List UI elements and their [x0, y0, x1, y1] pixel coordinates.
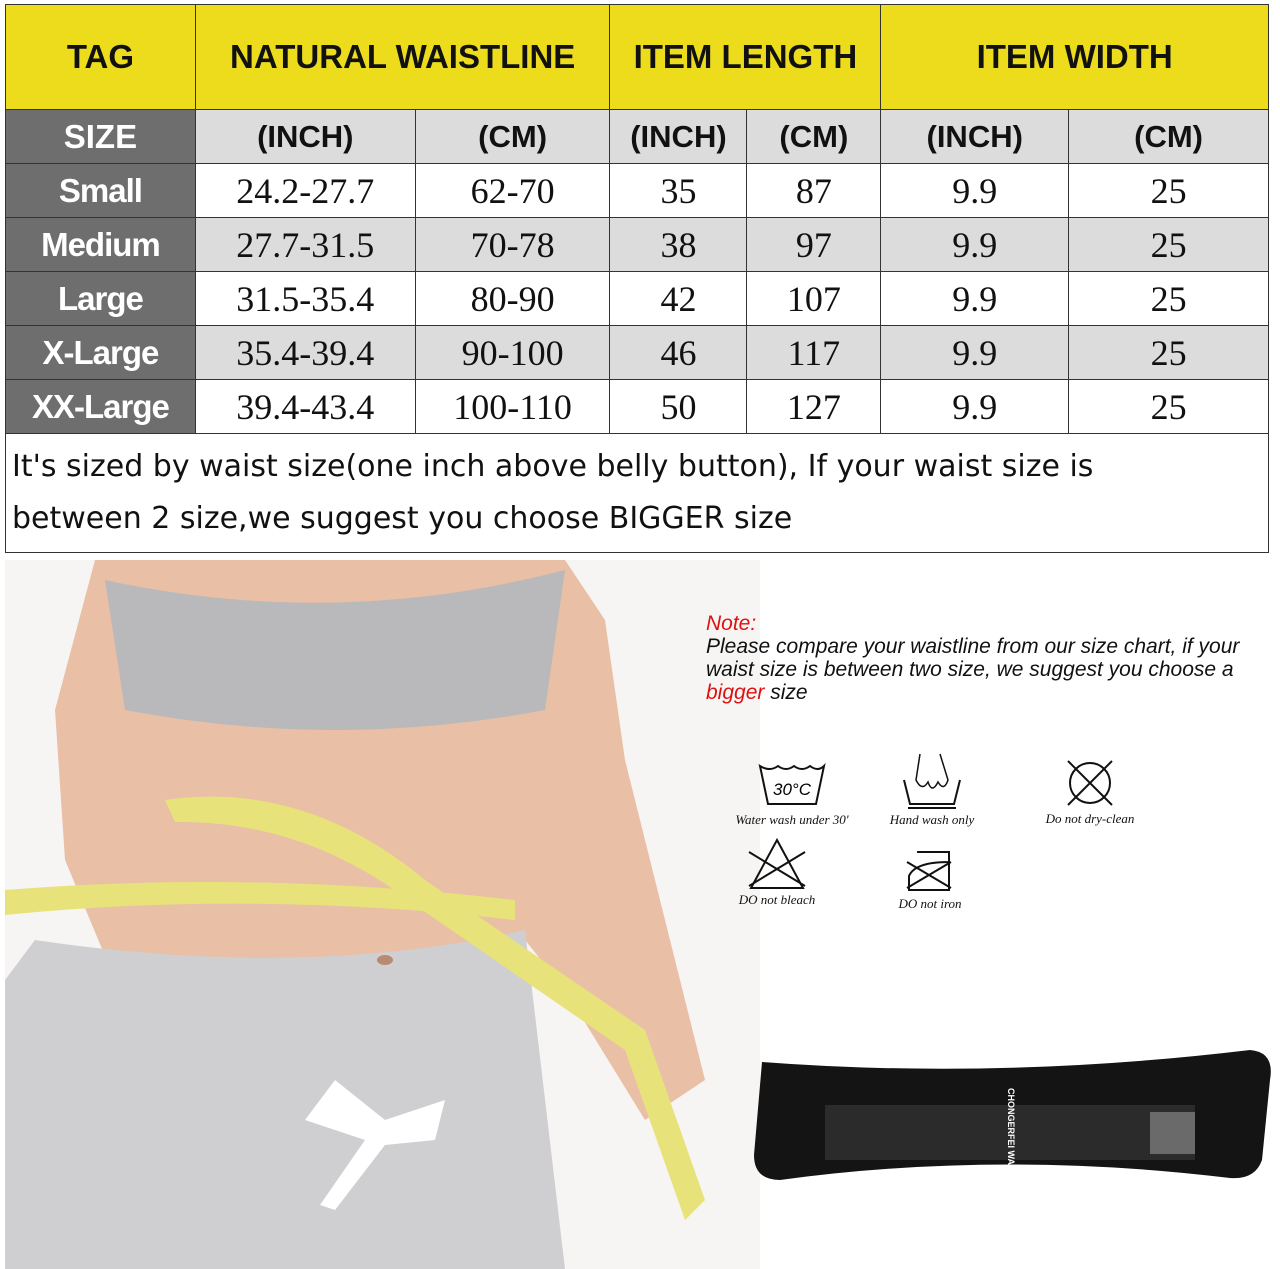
- header-row: TAG NATURAL WAISTLINE ITEM LENGTH ITEM W…: [5, 4, 1269, 110]
- subheader-unit: (INCH): [194, 109, 416, 164]
- header-natural-waistline: NATURAL WAISTLINE: [194, 4, 611, 110]
- belt-brand-text: CHONGERFEI WAIST TRAINER: [1006, 1088, 1016, 1190]
- subheader-unit: (INCH): [609, 109, 748, 164]
- svg-text:30°C: 30°C: [773, 780, 812, 799]
- measurement-cell: 62-70: [414, 163, 611, 218]
- care-no-bleach: DO not bleach: [722, 838, 832, 908]
- care-hand-wash: Hand wash only: [872, 752, 992, 828]
- measurement-cell: 25: [1068, 217, 1269, 272]
- measurement-cell: 25: [1068, 163, 1269, 218]
- measurement-cell: 107: [746, 271, 882, 326]
- wash-30c-icon: 30°C: [758, 762, 826, 805]
- sizing-note: Note: Please compare your waistline from…: [706, 612, 1266, 704]
- table-row: XX-Large 39.4-43.4 100-110 50 127 9.9 25: [5, 379, 1269, 434]
- no-iron-icon: [906, 851, 952, 891]
- measurement-cell: 46: [609, 325, 748, 380]
- size-label: XX-Large: [5, 379, 196, 434]
- measurement-cell: 9.9: [880, 217, 1070, 272]
- table-row: X-Large 35.4-39.4 90-100 46 117 9.9 25: [5, 325, 1269, 380]
- subheader-size: SIZE: [5, 109, 196, 164]
- no-dry-clean-icon: [1067, 760, 1113, 806]
- subheader-unit: (CM): [746, 109, 882, 164]
- measurement-cell: 9.9: [880, 271, 1070, 326]
- measurement-cell: 9.9: [880, 325, 1070, 380]
- subheader-unit: (CM): [414, 109, 611, 164]
- measurement-cell: 9.9: [880, 379, 1070, 434]
- measurement-cell: 90-100: [414, 325, 611, 380]
- note-title: Note:: [706, 612, 757, 635]
- measurement-cell: 100-110: [414, 379, 611, 434]
- care-no-iron: DO not iron: [880, 850, 980, 912]
- measurement-cell: 38: [609, 217, 748, 272]
- size-label: Large: [5, 271, 196, 326]
- measurement-cell: 127: [746, 379, 882, 434]
- measurement-cell: 27.7-31.5: [194, 217, 416, 272]
- care-no-dry-clean: Do not dry-clean: [1030, 757, 1150, 827]
- waist-trainer-product-image: CHONGERFEI WAIST TRAINER: [750, 1040, 1280, 1222]
- measurement-cell: 50: [609, 379, 748, 434]
- measurement-cell: 87: [746, 163, 882, 218]
- size-label: Small: [5, 163, 196, 218]
- measurement-cell: 25: [1068, 379, 1269, 434]
- measurement-cell: 31.5-35.4: [194, 271, 416, 326]
- subheader-unit: (INCH): [880, 109, 1070, 164]
- measurement-cell: 80-90: [414, 271, 611, 326]
- measurement-cell: 9.9: [880, 163, 1070, 218]
- note-text-end: size: [764, 681, 808, 704]
- care-label: Water wash under 30': [735, 812, 849, 827]
- header-item-width: ITEM WIDTH: [880, 4, 1269, 110]
- table-row: Large 31.5-35.4 80-90 42 107 9.9 25: [5, 271, 1269, 326]
- table-row: Medium 27.7-31.5 70-78 38 97 9.9 25: [5, 217, 1269, 272]
- size-label: X-Large: [5, 325, 196, 380]
- note-text: Please compare your waistline from our s…: [706, 635, 1240, 681]
- hand-wash-icon: [903, 753, 961, 809]
- measurement-cell: 117: [746, 325, 882, 380]
- header-item-length: ITEM LENGTH: [609, 4, 882, 110]
- measurement-cell: 70-78: [414, 217, 611, 272]
- model-measuring-waist-photo: [5, 560, 760, 1269]
- measurement-cell: 24.2-27.7: [194, 163, 416, 218]
- care-label: DO not iron: [898, 896, 962, 911]
- table-row: Small 24.2-27.7 62-70 35 87 9.9 25: [5, 163, 1269, 218]
- measurement-cell: 39.4-43.4: [194, 379, 416, 434]
- measurement-cell: 25: [1068, 325, 1269, 380]
- footnote-line-1: It's sized by waist size(one inch above …: [12, 449, 1094, 484]
- subheader-unit: (CM): [1068, 109, 1269, 164]
- care-label: Do not dry-clean: [1045, 811, 1135, 826]
- footnote-row: It's sized by waist size(one inch above …: [5, 433, 1269, 553]
- no-bleach-icon: [748, 838, 806, 889]
- size-label: Medium: [5, 217, 196, 272]
- size-chart-table: TAG NATURAL WAISTLINE ITEM LENGTH ITEM W…: [5, 4, 1269, 553]
- measurement-cell: 97: [746, 217, 882, 272]
- footnote-line-2: between 2 size,we suggest you choose BIG…: [12, 501, 793, 536]
- header-tag: TAG: [5, 4, 196, 110]
- measurement-cell: 42: [609, 271, 748, 326]
- measurement-cell: 25: [1068, 271, 1269, 326]
- care-label: DO not bleach: [738, 892, 816, 907]
- measurement-cell: 35.4-39.4: [194, 325, 416, 380]
- measurement-cell: 35: [609, 163, 748, 218]
- footnote: It's sized by waist size(one inch above …: [5, 433, 1269, 553]
- care-wash-30: 30°C Water wash under 30': [722, 760, 862, 828]
- care-label: Hand wash only: [889, 812, 975, 827]
- unit-row: SIZE (INCH) (CM) (INCH) (CM) (INCH) (CM): [5, 109, 1269, 164]
- note-highlight: bigger: [706, 681, 765, 704]
